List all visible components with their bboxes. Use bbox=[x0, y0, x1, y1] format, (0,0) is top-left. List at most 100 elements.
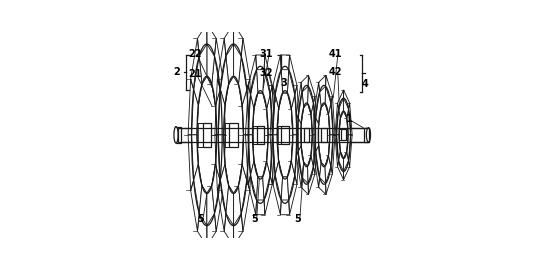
Polygon shape bbox=[218, 89, 225, 135]
Polygon shape bbox=[215, 135, 222, 180]
Polygon shape bbox=[250, 161, 258, 200]
Bar bbox=[281, 125, 289, 144]
Polygon shape bbox=[199, 44, 207, 84]
Polygon shape bbox=[298, 146, 304, 178]
Polygon shape bbox=[239, 164, 247, 214]
Polygon shape bbox=[266, 135, 272, 175]
Polygon shape bbox=[256, 177, 264, 200]
Ellipse shape bbox=[253, 91, 268, 179]
Ellipse shape bbox=[277, 91, 293, 179]
Ellipse shape bbox=[316, 103, 327, 167]
Polygon shape bbox=[221, 56, 229, 105]
Text: 5: 5 bbox=[294, 214, 301, 224]
Polygon shape bbox=[242, 89, 249, 135]
Bar bbox=[341, 129, 346, 140]
Bar bbox=[225, 123, 233, 147]
Polygon shape bbox=[226, 186, 233, 226]
Polygon shape bbox=[207, 186, 215, 226]
Polygon shape bbox=[311, 103, 316, 135]
Polygon shape bbox=[281, 177, 289, 200]
Ellipse shape bbox=[273, 91, 289, 179]
Polygon shape bbox=[287, 161, 295, 200]
Polygon shape bbox=[339, 152, 343, 171]
Bar bbox=[229, 123, 238, 147]
Bar bbox=[202, 123, 211, 147]
Polygon shape bbox=[281, 70, 289, 93]
Text: 1: 1 bbox=[347, 115, 353, 124]
Bar bbox=[178, 128, 370, 142]
Text: 31: 31 bbox=[260, 49, 273, 59]
Bar bbox=[178, 128, 370, 142]
Ellipse shape bbox=[366, 128, 371, 142]
Polygon shape bbox=[336, 109, 340, 135]
Polygon shape bbox=[194, 56, 202, 105]
Polygon shape bbox=[273, 95, 279, 135]
Polygon shape bbox=[256, 70, 264, 93]
Ellipse shape bbox=[298, 103, 309, 167]
Bar bbox=[253, 125, 260, 144]
Ellipse shape bbox=[224, 76, 244, 193]
Text: 5: 5 bbox=[251, 214, 257, 224]
Bar bbox=[318, 128, 324, 142]
Polygon shape bbox=[226, 44, 233, 84]
Text: 4: 4 bbox=[362, 80, 368, 89]
Text: 5: 5 bbox=[198, 214, 204, 224]
Polygon shape bbox=[319, 162, 326, 183]
Bar bbox=[364, 128, 368, 142]
Ellipse shape bbox=[301, 103, 312, 167]
Polygon shape bbox=[250, 70, 258, 109]
Polygon shape bbox=[302, 86, 308, 107]
Ellipse shape bbox=[174, 127, 178, 143]
Bar bbox=[339, 129, 343, 140]
Polygon shape bbox=[292, 135, 297, 175]
Ellipse shape bbox=[197, 76, 217, 193]
Text: 22: 22 bbox=[188, 49, 201, 59]
Bar bbox=[257, 125, 264, 144]
Bar bbox=[301, 128, 307, 142]
Polygon shape bbox=[266, 95, 272, 135]
Polygon shape bbox=[233, 186, 241, 226]
Polygon shape bbox=[316, 146, 321, 178]
Polygon shape bbox=[248, 135, 254, 175]
Ellipse shape bbox=[339, 111, 348, 159]
Ellipse shape bbox=[318, 103, 330, 167]
Polygon shape bbox=[273, 135, 279, 175]
Polygon shape bbox=[218, 135, 225, 180]
Polygon shape bbox=[316, 118, 319, 152]
Polygon shape bbox=[233, 44, 241, 84]
Polygon shape bbox=[302, 162, 308, 183]
Polygon shape bbox=[263, 161, 270, 200]
Bar bbox=[176, 127, 181, 143]
Polygon shape bbox=[207, 44, 215, 84]
Polygon shape bbox=[298, 92, 304, 124]
Polygon shape bbox=[192, 135, 198, 180]
Polygon shape bbox=[347, 109, 351, 135]
Polygon shape bbox=[263, 70, 270, 109]
Bar bbox=[198, 123, 207, 147]
Ellipse shape bbox=[192, 76, 212, 193]
Polygon shape bbox=[212, 56, 220, 105]
Text: 42: 42 bbox=[328, 67, 342, 77]
Polygon shape bbox=[248, 95, 254, 135]
Polygon shape bbox=[308, 86, 313, 114]
Text: 3: 3 bbox=[280, 78, 287, 88]
Polygon shape bbox=[275, 161, 282, 200]
Polygon shape bbox=[343, 98, 349, 118]
Polygon shape bbox=[316, 92, 321, 124]
Polygon shape bbox=[308, 155, 313, 183]
Polygon shape bbox=[325, 155, 331, 183]
Polygon shape bbox=[328, 135, 333, 167]
Polygon shape bbox=[192, 89, 198, 135]
Text: 2: 2 bbox=[173, 67, 180, 77]
Polygon shape bbox=[221, 164, 229, 214]
Polygon shape bbox=[275, 70, 282, 109]
Bar bbox=[304, 128, 309, 142]
Polygon shape bbox=[298, 118, 301, 152]
Polygon shape bbox=[343, 152, 349, 171]
Polygon shape bbox=[242, 135, 249, 180]
Polygon shape bbox=[336, 135, 340, 161]
Ellipse shape bbox=[249, 91, 264, 179]
Bar bbox=[321, 128, 327, 142]
Bar bbox=[278, 125, 285, 144]
Polygon shape bbox=[325, 86, 331, 114]
